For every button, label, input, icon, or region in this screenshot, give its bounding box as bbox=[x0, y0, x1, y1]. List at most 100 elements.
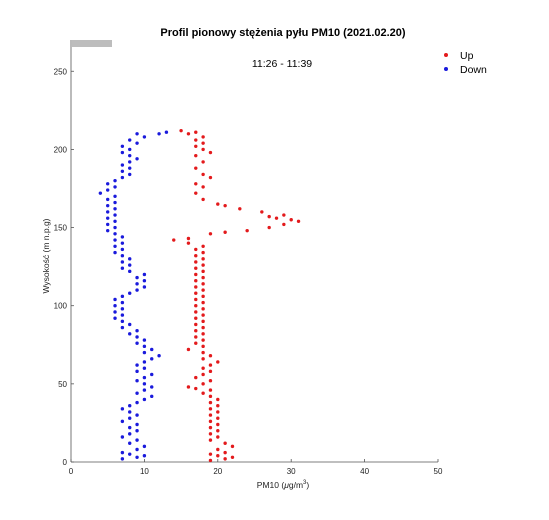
data-point-up bbox=[208, 458, 213, 463]
data-point-up bbox=[179, 128, 183, 133]
data-point-down bbox=[157, 132, 161, 136]
data-point-up bbox=[223, 203, 227, 208]
legend-label-down: Down bbox=[460, 64, 487, 76]
data-point-up bbox=[296, 219, 301, 224]
data-point-up bbox=[194, 182, 198, 186]
x-tick-label: 50 bbox=[434, 467, 443, 476]
chart-title: Profil pionowy stężenia pyłu PM10 (2021.… bbox=[160, 27, 405, 39]
data-point-up bbox=[194, 322, 198, 327]
data-point-up bbox=[201, 269, 205, 274]
data-point-down bbox=[120, 253, 125, 258]
data-point-down bbox=[120, 300, 125, 305]
data-point-down bbox=[142, 454, 147, 458]
series-up bbox=[172, 128, 301, 463]
toolbar-grip[interactable] bbox=[72, 40, 112, 47]
data-point-up bbox=[201, 282, 205, 286]
data-point-down bbox=[128, 257, 132, 261]
data-point-up bbox=[194, 329, 198, 333]
x-tick-label: 20 bbox=[213, 467, 222, 476]
data-point-down bbox=[113, 310, 117, 314]
data-point-up bbox=[245, 228, 249, 233]
data-point-up bbox=[238, 207, 242, 211]
data-point-up bbox=[223, 230, 227, 234]
y-tick-label: 0 bbox=[63, 458, 68, 467]
data-point-up bbox=[194, 316, 198, 320]
data-point-down bbox=[135, 275, 139, 280]
data-point-down bbox=[128, 410, 132, 414]
data-point-down bbox=[120, 450, 125, 455]
y-tick-label: 250 bbox=[54, 67, 68, 76]
data-point-down bbox=[128, 160, 132, 164]
data-point-down bbox=[113, 207, 117, 211]
data-point-down bbox=[135, 429, 139, 433]
data-point-down bbox=[120, 325, 125, 330]
data-point-up bbox=[201, 313, 205, 317]
time-annotation: 11:26 - 11:39 bbox=[252, 58, 312, 70]
data-point-down bbox=[120, 163, 125, 167]
data-point-down bbox=[113, 250, 117, 255]
data-point-up bbox=[194, 278, 198, 283]
data-point-down bbox=[128, 452, 132, 456]
data-point-down bbox=[128, 269, 132, 274]
plot-area bbox=[71, 40, 438, 462]
data-point-down bbox=[135, 341, 139, 345]
data-point-up bbox=[201, 300, 205, 305]
data-point-up bbox=[201, 250, 205, 255]
data-point-up bbox=[208, 407, 213, 411]
data-point-down bbox=[106, 216, 110, 220]
data-point-down bbox=[120, 241, 125, 245]
data-point-down bbox=[128, 138, 132, 142]
data-point-up bbox=[194, 253, 198, 258]
data-point-down bbox=[120, 144, 125, 148]
data-point-down bbox=[128, 166, 132, 170]
x-axis-label-sup: 3 bbox=[303, 480, 307, 486]
data-points bbox=[98, 128, 301, 463]
data-point-down bbox=[106, 222, 110, 227]
data-point-up bbox=[194, 144, 198, 148]
data-point-up bbox=[267, 225, 271, 230]
data-point-down bbox=[113, 316, 117, 320]
data-point-up bbox=[208, 369, 213, 374]
data-point-up bbox=[230, 444, 235, 449]
data-point-down bbox=[128, 291, 132, 295]
series-down bbox=[98, 130, 169, 461]
data-point-up bbox=[208, 175, 213, 180]
data-point-up bbox=[201, 263, 205, 267]
data-point-down bbox=[142, 388, 147, 392]
data-point-up bbox=[216, 435, 220, 439]
data-point-down bbox=[135, 157, 139, 161]
data-point-up bbox=[186, 236, 191, 241]
data-point-down bbox=[106, 203, 110, 208]
data-point-down bbox=[142, 350, 147, 355]
data-point-up bbox=[267, 214, 271, 219]
data-point-up bbox=[216, 454, 220, 458]
data-point-down bbox=[120, 419, 125, 424]
data-point-up bbox=[194, 272, 198, 277]
data-point-up bbox=[216, 202, 220, 206]
data-point-down bbox=[113, 238, 117, 242]
data-point-down bbox=[135, 438, 139, 442]
data-point-down bbox=[120, 247, 125, 252]
x-tick-label: 10 bbox=[140, 467, 149, 476]
data-point-down bbox=[128, 416, 132, 420]
data-point-up bbox=[208, 354, 213, 358]
data-point-down bbox=[135, 282, 139, 286]
data-point-down bbox=[106, 210, 110, 214]
data-point-down bbox=[135, 379, 139, 383]
data-point-down bbox=[120, 307, 125, 311]
y-tick-label: 50 bbox=[58, 380, 67, 389]
data-point-down bbox=[113, 219, 117, 224]
data-point-up bbox=[194, 260, 198, 264]
data-point-down bbox=[135, 141, 139, 145]
data-point-down bbox=[113, 232, 117, 236]
data-point-up bbox=[194, 166, 198, 170]
data-point-down bbox=[150, 372, 154, 377]
data-point-up bbox=[282, 222, 286, 227]
data-point-down bbox=[120, 313, 125, 317]
x-tick-label: 0 bbox=[69, 467, 74, 476]
data-point-up bbox=[216, 422, 220, 427]
legend-marker-up bbox=[444, 53, 448, 57]
data-point-up bbox=[208, 432, 213, 436]
data-point-down bbox=[113, 178, 117, 183]
